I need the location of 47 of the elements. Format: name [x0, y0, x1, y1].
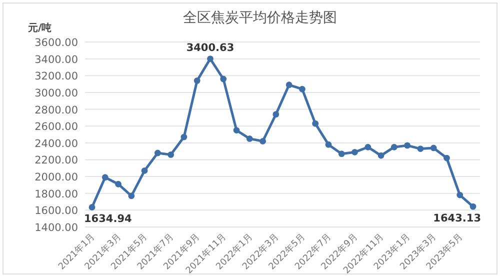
point	[168, 151, 174, 158]
point	[141, 167, 148, 174]
point	[417, 146, 424, 152]
point	[207, 56, 214, 62]
data-label: 1634.94	[84, 213, 132, 226]
y-tick-label: 3000.00	[34, 87, 78, 100]
point	[233, 127, 240, 134]
y-axis-title: 元/吨	[27, 22, 52, 34]
point	[444, 154, 450, 162]
data-label: 1643.13	[433, 212, 481, 225]
point	[364, 144, 372, 150]
point	[312, 120, 319, 127]
point	[404, 142, 411, 149]
point	[378, 152, 384, 159]
y-tick-label: 1400.00	[34, 222, 78, 234]
point	[128, 192, 135, 200]
point	[180, 134, 188, 140]
y-tick-label: 2400.00	[34, 138, 78, 150]
point	[115, 180, 122, 188]
point	[154, 150, 161, 156]
point	[272, 111, 280, 118]
point	[352, 148, 358, 156]
chart-title: 全区焦炭平均价格走势图	[183, 10, 337, 26]
y-tick-label: 2600.00	[34, 121, 78, 134]
y-tick-label: 3400.00	[34, 54, 78, 66]
point	[325, 141, 332, 148]
point	[286, 82, 292, 88]
y-tick-label: 3200.00	[34, 70, 78, 83]
y-tick-label: 1600.00	[34, 205, 78, 218]
point	[88, 204, 96, 210]
point	[220, 76, 227, 82]
y-tick-label: 2200.00	[34, 154, 78, 167]
point	[260, 138, 266, 144]
y-tick-label: 2800.00	[34, 104, 78, 116]
data-label: 3400.63	[186, 42, 234, 54]
y-tick-label: 3600.00	[34, 37, 78, 49]
point	[470, 203, 476, 210]
y-tick-label: 1800.00	[34, 188, 78, 200]
point	[102, 174, 108, 181]
point	[194, 77, 200, 84]
point	[456, 192, 464, 198]
point	[338, 150, 345, 158]
y-tick-label: 2000.00	[34, 172, 78, 184]
point	[390, 144, 398, 150]
point	[430, 144, 437, 152]
point	[246, 136, 253, 142]
point	[299, 86, 306, 92]
